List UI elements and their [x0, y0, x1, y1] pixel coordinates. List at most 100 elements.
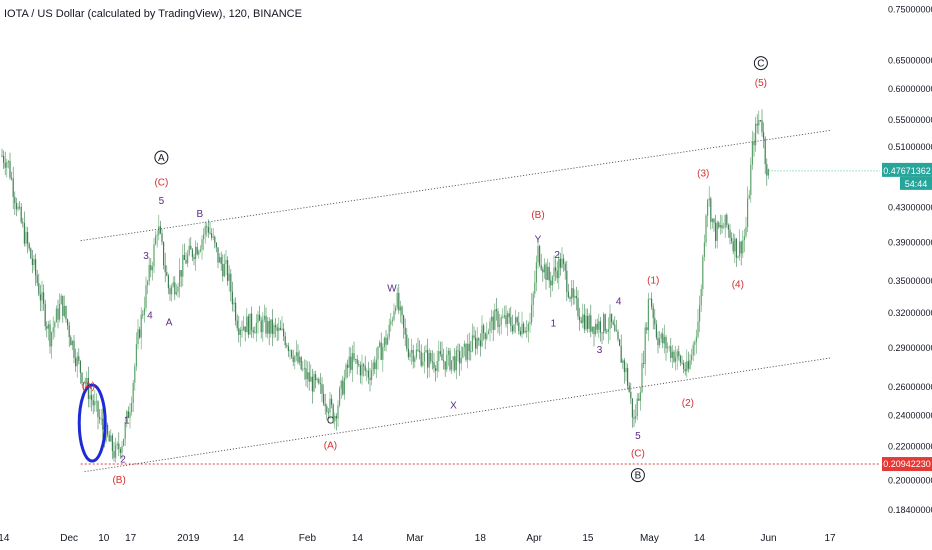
- candle-body: [417, 349, 419, 351]
- candle-body: [593, 326, 595, 335]
- candle-body: [572, 288, 574, 298]
- candle-body: [155, 236, 157, 245]
- candle-body: [81, 372, 83, 383]
- candle-body: [326, 406, 328, 413]
- candle-body: [524, 330, 526, 333]
- candle-body: [574, 296, 576, 298]
- candle-body: [609, 313, 611, 330]
- candle-body: [633, 417, 635, 419]
- candle-body: [52, 327, 54, 333]
- candle-body: [422, 361, 424, 366]
- candle-body: [17, 206, 19, 210]
- candle-body: [399, 306, 401, 311]
- candle-body: [139, 329, 141, 338]
- candle-body: [12, 178, 14, 197]
- candle-body: [300, 356, 302, 370]
- candle-body: [244, 326, 246, 333]
- candle-body: [134, 366, 136, 383]
- candle-body: [723, 227, 725, 229]
- candle-body: [385, 337, 387, 345]
- candle-body: [268, 321, 270, 334]
- candle-body: [247, 316, 249, 335]
- candle-body: [470, 351, 472, 352]
- candle-body: [383, 337, 385, 347]
- candle-body: [766, 164, 768, 176]
- candle-body: [617, 331, 619, 340]
- candle-body: [310, 376, 312, 382]
- candle-body: [132, 382, 134, 404]
- candle-body: [158, 226, 160, 235]
- candle-body: [148, 265, 150, 282]
- candle-body: [675, 357, 677, 362]
- candle-body: [707, 200, 709, 216]
- candle-body: [575, 296, 577, 299]
- y-tick-label: 0.26000000: [888, 382, 932, 392]
- candle-body: [678, 351, 680, 357]
- candle-body: [43, 292, 45, 304]
- candle-body: [716, 222, 718, 241]
- x-tick-label: Feb: [299, 533, 317, 544]
- candle-body: [620, 345, 622, 363]
- candle-body: [479, 340, 481, 347]
- candle-body: [751, 141, 753, 165]
- candle-body: [495, 309, 497, 312]
- candle-body: [153, 244, 155, 267]
- candle-body: [126, 411, 128, 423]
- candle-body: [446, 354, 448, 370]
- candle-body: [551, 276, 553, 286]
- candle-body: [92, 400, 94, 406]
- candle-body: [663, 336, 665, 344]
- wave-label: (A): [324, 440, 337, 451]
- candle-body: [492, 316, 494, 330]
- candle-body: [203, 234, 205, 240]
- candle-body: [84, 382, 86, 384]
- candle-body: [127, 411, 129, 418]
- candle-body: [702, 256, 704, 290]
- candle-body: [740, 241, 742, 254]
- candle-body: [11, 177, 13, 179]
- candle-body: [28, 243, 30, 249]
- candle-body: [255, 322, 257, 333]
- candle-body: [228, 273, 230, 281]
- candle-body: [441, 353, 443, 361]
- candle-body: [195, 246, 197, 260]
- candle-body: [508, 313, 510, 317]
- candle-body: [46, 326, 48, 329]
- candle-body: [415, 349, 417, 358]
- y-axis[interactable]: 0.75000000 0.65000000 0.60000000 0.55000000…: [888, 4, 932, 515]
- candle-body: [68, 325, 70, 338]
- candle-body: [406, 334, 408, 349]
- candle-body: [342, 380, 344, 395]
- candle-body: [412, 350, 414, 362]
- candle-body: [710, 198, 712, 222]
- candle-body: [623, 360, 625, 373]
- candle-body: [729, 229, 731, 239]
- candle-body: [19, 206, 21, 208]
- candle-body: [143, 308, 145, 315]
- candle-body: [649, 298, 651, 300]
- candle-body: [612, 322, 614, 325]
- candle-body: [603, 314, 605, 334]
- candle-body: [91, 395, 93, 401]
- candle-body: [292, 356, 294, 362]
- candle-body: [7, 161, 9, 163]
- candle-body: [107, 424, 109, 435]
- candle-body: [30, 248, 32, 259]
- candle-body: [668, 346, 670, 348]
- candle-body: [619, 339, 621, 346]
- candle-body: [539, 246, 541, 265]
- candle-body: [687, 361, 689, 369]
- candle-body: [334, 415, 336, 422]
- candle-body: [577, 298, 579, 317]
- candle-body: [681, 362, 683, 364]
- candle-body: [206, 226, 208, 228]
- candle-body: [761, 120, 763, 133]
- candle-body: [251, 313, 253, 331]
- candle-body: [606, 330, 608, 332]
- candle-body: [159, 226, 161, 234]
- candle-body: [393, 311, 395, 320]
- candle-body: [659, 338, 661, 346]
- candle-body: [595, 323, 597, 335]
- x-axis[interactable]: 14 Dec 10 17 2019 14 Feb 14 Mar 18 Apr 15 May 14 Jun 17: [0, 533, 836, 544]
